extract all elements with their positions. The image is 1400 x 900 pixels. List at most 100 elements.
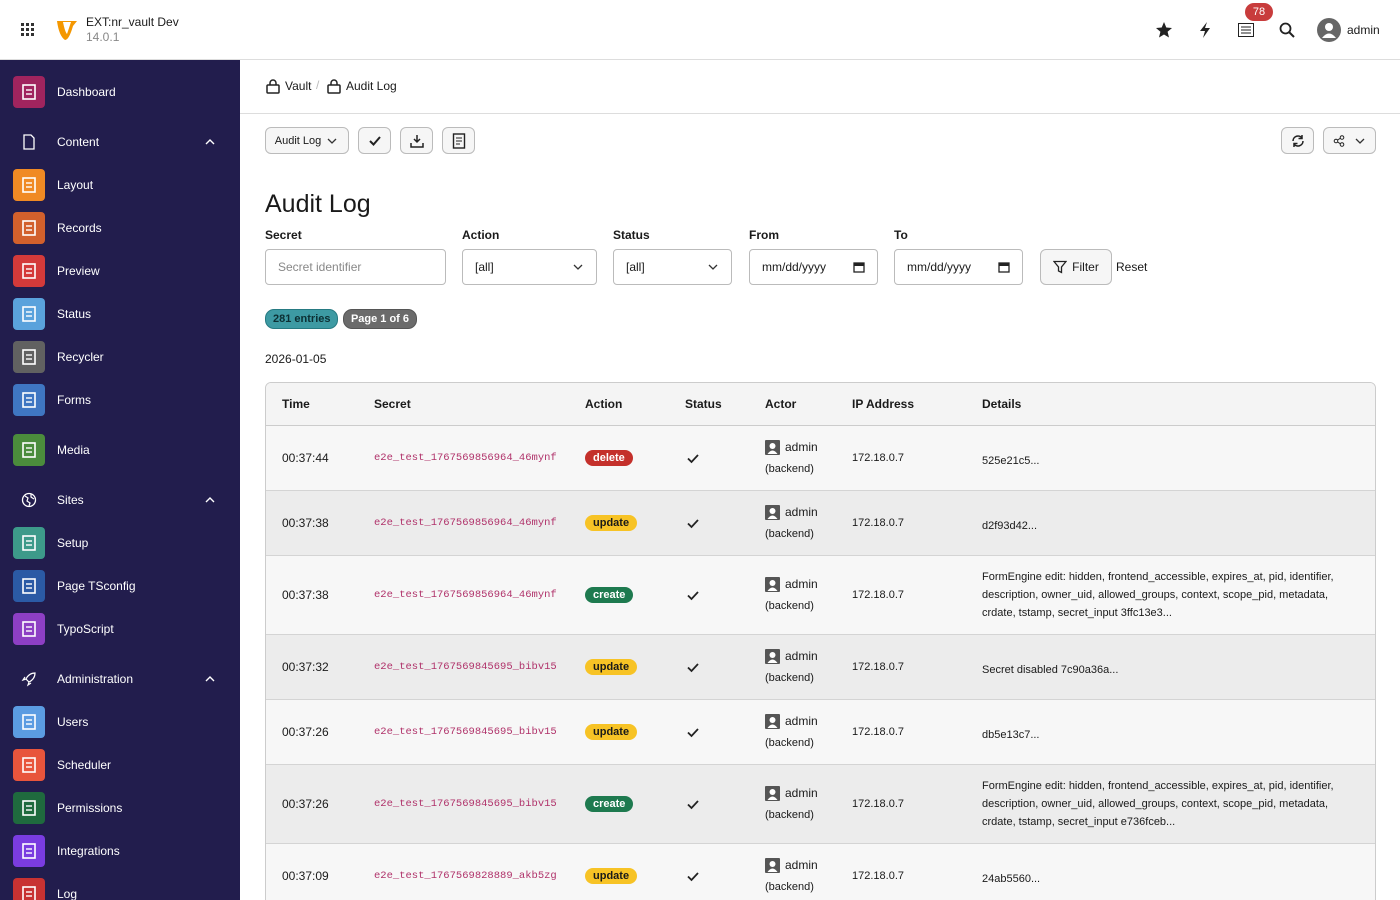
module-icon (13, 341, 45, 373)
actor: admin (785, 504, 818, 519)
ip-address: 172.18.0.7 (852, 588, 904, 601)
action-badge: update (585, 658, 638, 675)
module-link[interactable]: TypoScript (0, 609, 240, 649)
module-icon (13, 749, 45, 781)
column-header: Action (585, 397, 623, 411)
module-link[interactable]: Log (0, 874, 240, 900)
breadcrumb-item[interactable]: Audit Log (346, 79, 397, 93)
user-name[interactable]: admin (1347, 23, 1380, 37)
module-label: Recycler (57, 350, 104, 364)
entries-badge: 281 entries (265, 309, 339, 329)
module-label: Dashboard (57, 85, 116, 99)
secret[interactable]: e2e_test_1767569845695_bibv15 (374, 660, 557, 673)
collapse-icon[interactable] (204, 495, 216, 505)
placeholder: Secret identifier (278, 260, 362, 274)
group-icon (21, 492, 37, 508)
module-group[interactable]: Content (0, 122, 240, 162)
module-link[interactable]: Scheduler (0, 745, 240, 785)
table-row: 00:37:09 e2e_test_1767569828889_akb5zg upd… (266, 844, 1375, 900)
module-group[interactable]: Sites (0, 480, 240, 520)
action-badge: update (585, 514, 638, 531)
clear-cache-icon[interactable] (1198, 22, 1212, 38)
secret[interactable]: e2e_test_1767569856964_46mynf (374, 516, 557, 529)
module-label: Integrations (57, 844, 120, 858)
module-link[interactable]: Forms (0, 380, 240, 420)
export-button[interactable] (400, 127, 433, 154)
share-button[interactable] (1323, 127, 1376, 154)
module-link[interactable]: Recycler (0, 337, 240, 377)
module-link[interactable]: Integrations (0, 831, 240, 871)
module-link[interactable]: Setup (0, 523, 240, 563)
site-name: EXT:nr_vault Dev (86, 15, 179, 29)
filter-label: Secret (265, 228, 302, 242)
collapse-icon[interactable] (204, 137, 216, 147)
filter-label: From (749, 228, 779, 242)
module-menu[interactable]: Audit Log (265, 127, 349, 154)
module-link[interactable]: Users (0, 702, 240, 742)
user-icon (765, 785, 780, 801)
filter-button[interactable]: Filter (1040, 249, 1112, 285)
action-badge: update (585, 867, 638, 884)
secret[interactable]: e2e_test_1767569828889_akb5zg (374, 869, 557, 882)
secret-input[interactable]: Secret identifier (265, 249, 446, 285)
secret[interactable]: e2e_test_1767569856964_46mynf (374, 588, 557, 601)
module-link[interactable]: Preview (0, 251, 240, 291)
bookmarks-icon[interactable] (1155, 21, 1173, 39)
secret[interactable]: e2e_test_1767569845695_bibv15 (374, 797, 557, 810)
action-badge: create (585, 586, 634, 603)
status-select[interactable]: [all] (613, 249, 732, 285)
actor-type: (backend) (765, 527, 814, 540)
from-date[interactable]: mm/dd/yyyy (749, 249, 878, 285)
to-date[interactable]: mm/dd/yyyy (894, 249, 1023, 285)
module-link[interactable]: Status (0, 294, 240, 334)
module-label: Preview (57, 264, 100, 278)
reload-button[interactable] (1281, 127, 1314, 154)
user-icon (765, 504, 780, 520)
action-select[interactable]: [all] (462, 249, 597, 285)
column-header: Time (282, 397, 310, 411)
button-label: Filter (1072, 260, 1099, 274)
details: FormEngine edit: hidden, frontend_access… (982, 571, 1334, 619)
module-icon (13, 835, 45, 867)
module-group[interactable]: Administration (0, 659, 240, 699)
column-header: Actor (765, 397, 797, 411)
module-link[interactable]: Layout (0, 165, 240, 205)
audit-table: Time Secret Action Status Actor IP Address Det… (265, 382, 1376, 900)
module-label: Users (57, 715, 89, 729)
messages-icon[interactable] (1238, 23, 1254, 37)
module-label: TypoScript (57, 622, 114, 636)
module-icon (13, 706, 45, 738)
module-link[interactable]: Records (0, 208, 240, 248)
collapse-icon[interactable] (204, 674, 216, 684)
secret[interactable]: e2e_test_1767569856964_46mynf (374, 451, 557, 464)
reset-link[interactable]: Reset (1116, 260, 1148, 274)
ip-address: 172.18.0.7 (852, 869, 904, 882)
module-icon (13, 792, 45, 824)
module-label: Page TSconfig (57, 579, 136, 593)
check-button[interactable] (358, 127, 391, 154)
time: 00:37:38 (282, 587, 329, 602)
actor: admin (785, 648, 818, 663)
group-icon (21, 671, 37, 687)
module-link[interactable]: Dashboard (0, 72, 240, 112)
user-icon (765, 713, 780, 729)
secret[interactable]: e2e_test_1767569845695_bibv15 (374, 725, 557, 738)
user-icon (765, 648, 780, 664)
apps-icon[interactable] (21, 23, 35, 37)
page-title: Audit Log (265, 190, 371, 218)
module-link[interactable]: Media (0, 430, 240, 470)
report-button[interactable] (442, 127, 475, 154)
date-heading: 2026-01-05 (265, 352, 327, 366)
module-link[interactable]: Permissions (0, 788, 240, 828)
breadcrumb-item[interactable]: Vault (285, 79, 312, 93)
user-icon (765, 439, 780, 455)
avatar[interactable] (1317, 18, 1341, 42)
select-value: [all] (475, 260, 494, 274)
module-link[interactable]: Page TSconfig (0, 566, 240, 606)
actor: admin (785, 785, 818, 800)
module-icon (13, 169, 45, 201)
search-icon[interactable] (1279, 22, 1295, 38)
details: 525e21c5... (982, 454, 1040, 467)
logo[interactable] (55, 18, 79, 42)
module-icon (13, 878, 45, 900)
